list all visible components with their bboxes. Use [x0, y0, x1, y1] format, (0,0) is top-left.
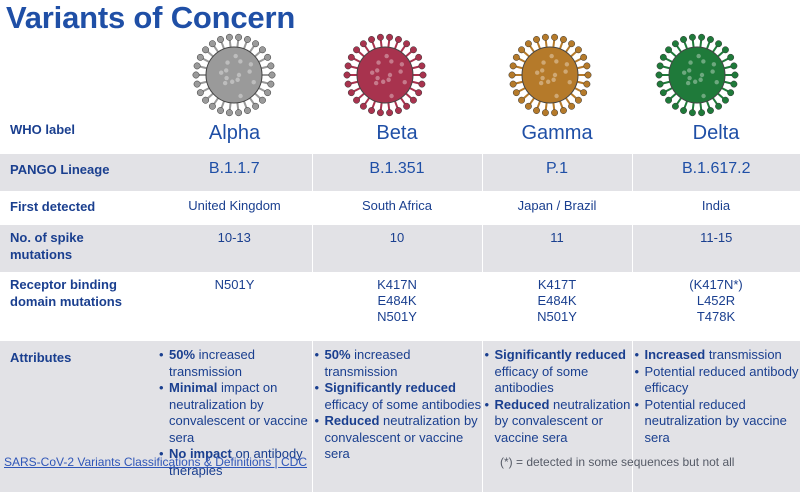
who-alpha: Alpha [157, 117, 312, 154]
attributes-delta-list: Increased transmissionPotential reduced … [633, 341, 800, 446]
attribute-emphasis: Significantly reduced [495, 347, 626, 362]
row-who-label: WHO label Alpha Beta Gamma Delta [0, 117, 800, 154]
attribute-emphasis: Increased [645, 347, 706, 362]
cdc-source-link[interactable]: SARS-CoV-2 Variants Classifications & De… [4, 455, 307, 469]
footnote: (*) = detected in some sequences but not… [500, 455, 734, 469]
who-beta: Beta [312, 117, 482, 154]
spike-gamma: 11 [482, 225, 632, 272]
row-label-first: First detected [0, 191, 157, 225]
virus-gamma-icon [505, 30, 595, 120]
first-alpha: United Kingdom [157, 191, 312, 225]
virus-beta-icon [340, 30, 430, 120]
rbd-alpha-1: N501Y [157, 277, 312, 293]
row-label-rbd-line1: Receptor binding [10, 277, 117, 292]
rbd-gamma-3: N501Y [482, 309, 632, 325]
rbd-alpha: N501Y [157, 272, 312, 341]
row-label-spike-line2: mutations [10, 247, 72, 262]
first-gamma: Japan / Brazil [482, 191, 632, 225]
rbd-beta-3: N501Y [312, 309, 482, 325]
rbd-delta-2: L452R [632, 293, 800, 309]
rbd-delta-1: (K417N*) [632, 277, 800, 293]
rbd-beta-2: E484K [312, 293, 482, 309]
attribute-emphasis: 50% [169, 347, 195, 362]
attributes-beta-list: 50% increased transmissionSignificantly … [313, 341, 482, 463]
attribute-item: 50% increased transmission [313, 347, 482, 380]
attribute-item: 50% increased transmission [157, 347, 312, 380]
row-label-spike: No. of spike mutations [0, 225, 157, 272]
row-label-rbd: Receptor binding domain mutations [0, 272, 157, 341]
variants-table: WHO label Alpha Beta Gamma Delta PANGO L… [0, 117, 800, 492]
attribute-emphasis: Reduced [495, 397, 550, 412]
attribute-item: Significantly reduced efficacy of some a… [313, 380, 482, 413]
row-label-rbd-line2: domain mutations [10, 294, 122, 309]
attribute-item: Increased transmission [633, 347, 800, 364]
virus-delta-icon [652, 30, 742, 120]
spike-alpha: 10-13 [157, 225, 312, 272]
row-label-who: WHO label [0, 117, 157, 154]
attribute-emphasis: Minimal [169, 380, 217, 395]
row-spike-mutations: No. of spike mutations 10-13 10 11 11-15 [0, 225, 800, 272]
attributes-gamma-list: Significantly reduced efficacy of some a… [483, 341, 632, 446]
virus-alpha-icon [189, 30, 279, 120]
row-rbd-mutations: Receptor binding domain mutations N501Y K… [0, 272, 800, 341]
attribute-item: Minimal impact on neutralization by conv… [157, 380, 312, 446]
attribute-item: Reduced neutralization by convalescent o… [483, 397, 632, 447]
attribute-emphasis: 50% [325, 347, 351, 362]
rbd-gamma-2: E484K [482, 293, 632, 309]
attribute-item: Potential reduced antibody efficacy [633, 364, 800, 397]
pango-gamma: P.1 [482, 154, 632, 191]
row-label-pango: PANGO Lineage [0, 154, 157, 191]
rbd-delta-3: T478K [632, 309, 800, 325]
attribute-emphasis: Significantly reduced [325, 380, 456, 395]
spike-delta: 11-15 [632, 225, 800, 272]
pango-beta: B.1.351 [312, 154, 482, 191]
first-beta: South Africa [312, 191, 482, 225]
who-delta: Delta [632, 117, 800, 154]
pango-alpha: B.1.1.7 [157, 154, 312, 191]
attribute-item: Potential reduced neutralization by vacc… [633, 397, 800, 447]
attribute-item: Significantly reduced efficacy of some a… [483, 347, 632, 397]
who-gamma: Gamma [482, 117, 632, 154]
rbd-gamma-1: K417T [482, 277, 632, 293]
attribute-emphasis: Reduced [325, 413, 380, 428]
spike-beta: 10 [312, 225, 482, 272]
first-delta: India [632, 191, 800, 225]
footer: SARS-CoV-2 Variants Classifications & De… [4, 455, 800, 471]
rbd-beta-1: K417N [312, 277, 482, 293]
pango-delta: B.1.617.2 [632, 154, 800, 191]
row-label-spike-line1: No. of spike [10, 230, 84, 245]
row-pango: PANGO Lineage B.1.1.7 B.1.351 P.1 B.1.61… [0, 154, 800, 191]
row-first-detected: First detected United Kingdom South Afri… [0, 191, 800, 225]
